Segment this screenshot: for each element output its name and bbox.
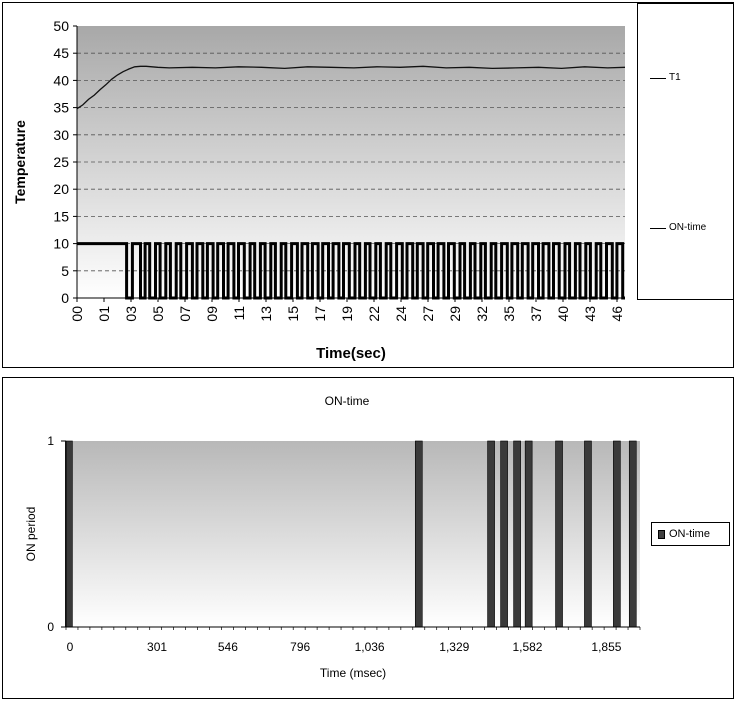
x-tick-label: 00 <box>69 306 85 322</box>
x-tick-label: 05 <box>150 306 166 322</box>
y-tick-label: 30 <box>53 127 69 143</box>
y-tick-label: 45 <box>53 45 69 61</box>
bottom-chart-panel: ON-time 0 1 0 301 546 796 1,036 1,329 1,582 1,855 T… <box>2 377 734 699</box>
y-tick-label: 10 <box>53 236 69 252</box>
x-tick-label: 09 <box>204 306 220 322</box>
on-time-bar <box>414 440 423 628</box>
y-tick-label: 25 <box>53 154 69 170</box>
x-tick-label: 40 <box>555 306 571 322</box>
x-tick-label: 19 <box>339 306 355 322</box>
x-tick-label: 546 <box>218 640 238 654</box>
x-tick-label: 1,036 <box>355 640 385 654</box>
y-tick-label: 0 <box>61 290 69 306</box>
on-time-bar <box>555 440 563 628</box>
x-tick-label: 24 <box>393 306 409 322</box>
legend-bottom: ON-time <box>651 522 730 546</box>
x-tick-label: 15 <box>285 306 301 322</box>
plot-area <box>66 441 640 627</box>
x-tick-label: 0 <box>67 640 74 654</box>
x-tick-label: 07 <box>177 306 193 322</box>
x-tick-label: 29 <box>447 306 463 322</box>
on-time-bar <box>500 440 508 628</box>
on-time-bar <box>524 440 533 628</box>
x-tick-label: 11 <box>231 306 247 321</box>
chart-title: ON-time <box>325 394 370 408</box>
y-tick-label: 15 <box>53 208 69 224</box>
y-tick-label: 1 <box>47 434 54 448</box>
on-time-bar <box>613 440 621 628</box>
x-tick-label: 46 <box>609 306 625 322</box>
x-tick-label: 37 <box>528 306 544 322</box>
x-tick-label: 13 <box>258 306 274 322</box>
x-tick-label: 1,582 <box>512 640 542 654</box>
on-time-bar <box>628 440 637 628</box>
x-tick-label: 22 <box>366 306 382 322</box>
legend-on-time-line <box>650 228 666 229</box>
x-tick-label: 1,329 <box>439 640 469 654</box>
x-tick-label: 27 <box>420 306 436 322</box>
x-tick-label: 03 <box>123 306 139 322</box>
x-axis-title: Time(sec) <box>316 345 386 362</box>
y-tick-label: 35 <box>53 100 69 116</box>
x-tick-label: 17 <box>312 306 328 322</box>
y-axis-title: Temperature <box>12 120 28 204</box>
x-tick-label: 1,855 <box>591 640 621 654</box>
x-tick-label: 43 <box>582 306 598 322</box>
x-tick-label: 796 <box>290 640 310 654</box>
top-chart-panel: 0 5 10 15 20 25 30 35 40 45 50 00 01 03 05 07 09 11 13 15 17… <box>2 2 734 368</box>
legend-on-time-swatch <box>658 530 665 539</box>
legend-top: T1 ON-time <box>637 3 734 300</box>
legend-t1-label: T1 <box>669 72 681 83</box>
y-tick-label: 20 <box>53 181 69 197</box>
y-axis-title: ON period <box>24 507 38 562</box>
x-tick-label: 301 <box>147 640 167 654</box>
legend-on-time-label: ON-time <box>669 222 707 233</box>
y-tick-label: 50 <box>53 18 69 34</box>
y-tick-label: 5 <box>61 263 69 279</box>
series-t1-line <box>76 65 626 110</box>
on-time-bar <box>513 440 521 628</box>
x-tick-label: 01 <box>96 306 112 322</box>
x-tick-label: 35 <box>501 306 517 322</box>
on-time-bar <box>584 440 592 628</box>
on-time-bar <box>487 440 495 628</box>
y-tick-label: 0 <box>47 620 54 634</box>
x-tick-label: 32 <box>474 306 490 322</box>
legend-on-time-label: ON-time <box>669 528 710 540</box>
y-tick-label: 40 <box>53 72 69 88</box>
on-time-chart: ON-time 0 1 0 301 546 796 1,036 1,329 1,582 1,855 T… <box>24 394 641 680</box>
legend-t1-line <box>650 78 666 79</box>
x-axis-title: Time (msec) <box>320 666 386 680</box>
